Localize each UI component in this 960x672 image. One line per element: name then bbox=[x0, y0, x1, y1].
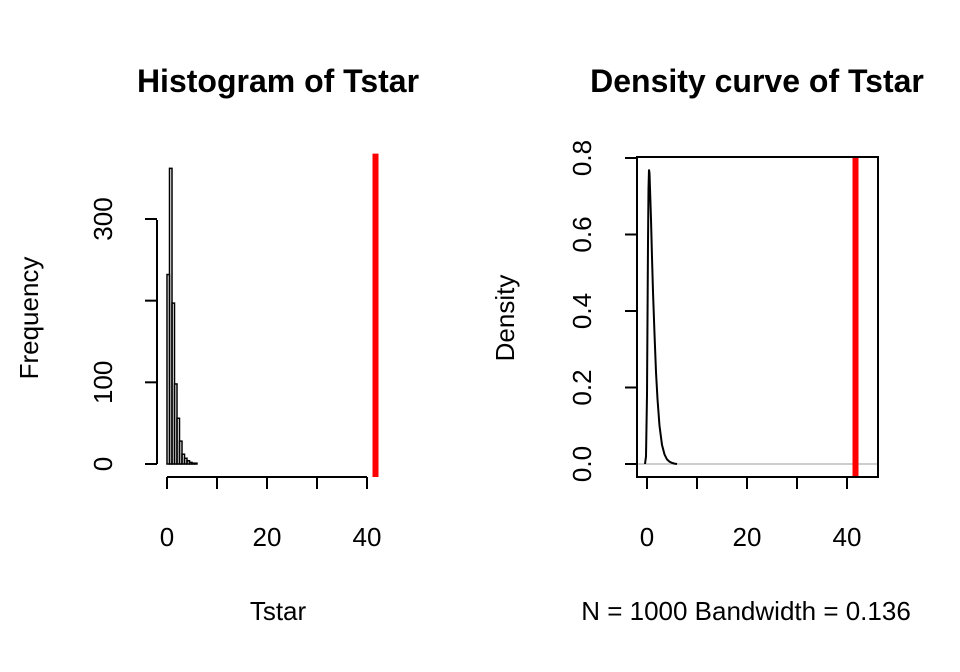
density-x-tick-label: 0 bbox=[640, 522, 654, 552]
density-x-label: N = 1000 Bandwidth = 0.136 bbox=[581, 596, 911, 626]
histogram-x-tick-label: 20 bbox=[253, 522, 282, 552]
density-y-tick-label: 0.6 bbox=[567, 216, 597, 252]
density-plot-box bbox=[636, 156, 879, 478]
histogram-y-tick-label: 300 bbox=[88, 197, 118, 240]
histogram-x-tick-label: 0 bbox=[160, 522, 174, 552]
histogram-bar bbox=[178, 440, 183, 465]
density-y-tick-label: 0.8 bbox=[567, 140, 597, 176]
histogram-panel: Histogram of Tstar 0 100 300 0 20 40 Frequen… bbox=[14, 63, 419, 626]
histogram-y-label: Frequency bbox=[14, 257, 44, 380]
histogram-y-tick-label: 100 bbox=[88, 361, 118, 404]
histogram-x-tick-label: 40 bbox=[353, 522, 382, 552]
density-title: Density curve of Tstar bbox=[590, 63, 924, 99]
histogram-bars bbox=[166, 167, 198, 465]
histogram-bar bbox=[193, 462, 198, 465]
density-y-tick-label: 0.4 bbox=[567, 293, 597, 329]
density-panel: Density curve of Tstar 0.0 0.2 0.4 0.6 0.8 0… bbox=[490, 63, 924, 626]
histogram-title: Histogram of Tstar bbox=[137, 63, 419, 99]
density-y-tick-label: 0.0 bbox=[567, 446, 597, 482]
density-x-ticks: 0 20 40 bbox=[640, 477, 862, 552]
density-x-tick-label: 40 bbox=[833, 522, 862, 552]
density-y-label: Density bbox=[490, 275, 520, 362]
histogram-x-ticks: 0 20 40 bbox=[160, 477, 382, 552]
density-x-tick-label: 20 bbox=[733, 522, 762, 552]
histogram-y-tick-label: 0 bbox=[88, 457, 118, 471]
histogram-y-ticks: 0 100 300 bbox=[88, 197, 157, 471]
density-y-ticks: 0.0 0.2 0.4 0.6 0.8 bbox=[567, 140, 637, 482]
histogram-x-label: Tstar bbox=[250, 596, 307, 626]
density-curve bbox=[644, 169, 678, 465]
density-y-tick-label: 0.2 bbox=[567, 369, 597, 405]
